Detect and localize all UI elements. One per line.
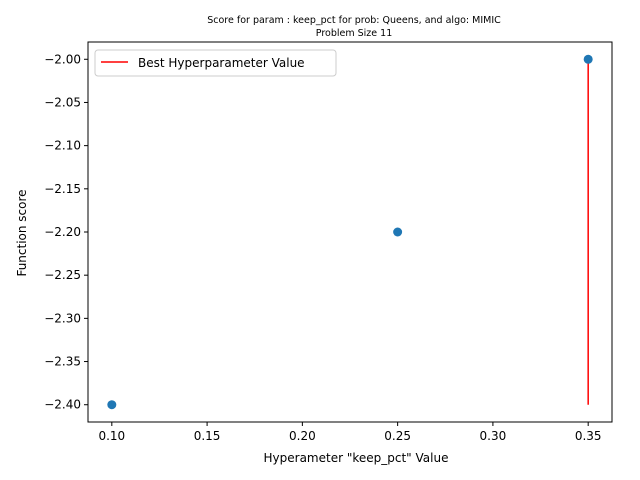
y-tick-label: −2.10 [44, 139, 81, 153]
data-point [393, 227, 403, 237]
data-point [583, 54, 593, 64]
plot-area: 0.10 0.15 0.20 0.25 0.30 0.35 −2.40 −2.35 −2.30 −… [44, 41, 613, 443]
legend: Best Hyperparameter Value [94, 49, 337, 77]
x-tick-label: 0.20 [289, 429, 316, 443]
y-tick-label: −2.25 [44, 268, 81, 282]
legend-label-best-value: Best Hyperparameter Value [138, 56, 305, 70]
y-tick-label: −2.30 [44, 311, 81, 325]
legend-box [94, 49, 337, 77]
chart-title: Score for param : keep_pct for prob: Que… [207, 15, 501, 39]
y-tick-label: −2.40 [44, 398, 81, 412]
y-tick-label: −2.00 [44, 52, 81, 66]
x-tick-label: 0.25 [384, 429, 411, 443]
chart-title-line2: Problem Size 11 [316, 28, 392, 39]
x-tick-label: 0.35 [575, 429, 602, 443]
y-tick-label: −2.15 [44, 182, 81, 196]
x-axis-label: Hyperameter "keep_pct" Value [264, 451, 449, 465]
chart-title-line1: Score for param : keep_pct for prob: Que… [207, 15, 501, 26]
y-axis-label: Function score [15, 189, 29, 276]
plot-frame [87, 41, 613, 423]
y-tick-label: −2.20 [44, 225, 81, 239]
x-tick-label: 0.10 [98, 429, 125, 443]
data-point [107, 400, 117, 410]
x-tick-label: 0.30 [480, 429, 507, 443]
x-tick-label: 0.15 [194, 429, 221, 443]
y-tick-label: −2.05 [44, 95, 81, 109]
y-tick-label: −2.35 [44, 355, 81, 369]
